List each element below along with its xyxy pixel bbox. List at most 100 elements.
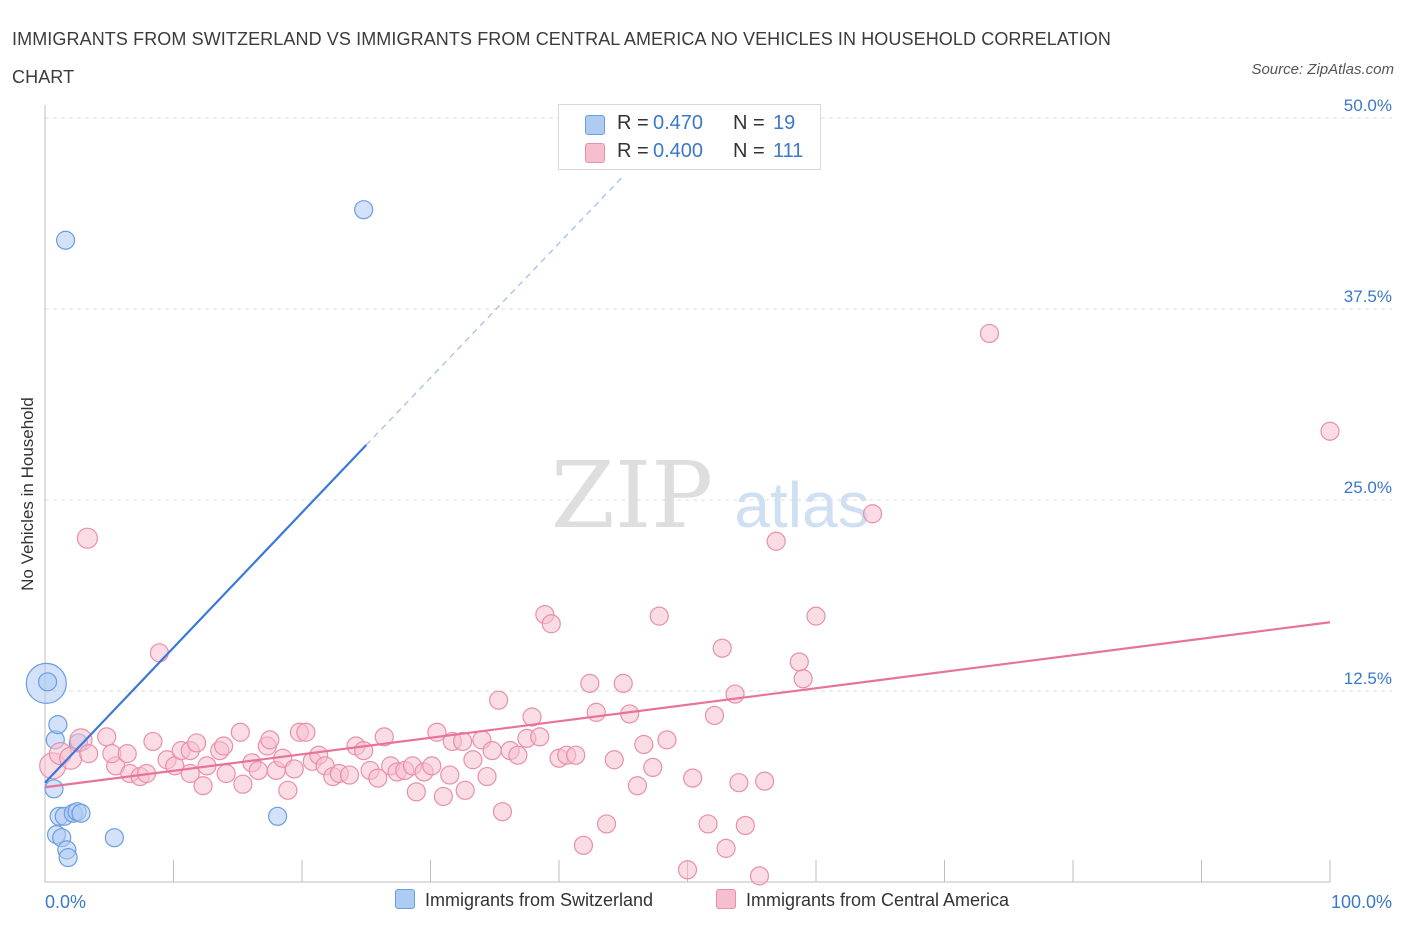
point-central-america <box>149 643 169 663</box>
point-switzerland <box>48 715 68 735</box>
watermark-atlas: atlas <box>734 469 869 541</box>
point-central-america <box>712 638 732 658</box>
point-switzerland <box>267 806 288 826</box>
legend-r-value: 0.470 <box>653 112 704 134</box>
point-central-america <box>193 776 213 796</box>
point-central-america <box>374 727 394 747</box>
point-central-america <box>453 731 473 752</box>
legend-label: Immigrants from Central America <box>746 890 1010 910</box>
point-central-america <box>586 702 606 722</box>
axes <box>44 105 1331 883</box>
point-central-america <box>1320 421 1340 441</box>
legend-label: Immigrants from Switzerland <box>425 890 654 910</box>
point-switzerland <box>104 828 124 848</box>
point-central-america <box>604 750 624 770</box>
grid <box>45 117 1392 692</box>
point-central-america <box>482 740 502 761</box>
point-switzerland <box>58 847 78 868</box>
point-switzerland <box>44 779 64 799</box>
y-tick-label: 50.0% <box>1344 96 1392 115</box>
legend-swatch <box>716 889 736 909</box>
data-points <box>25 200 1340 886</box>
point-central-america <box>455 780 475 800</box>
point-central-america <box>735 815 755 836</box>
point-switzerland <box>71 803 91 823</box>
stats-legend: R = 0.470 N = 19 R = 0.400 N = 111 <box>558 104 821 170</box>
point-central-america <box>704 705 725 726</box>
point-central-america <box>793 669 813 689</box>
trend-line-central-america <box>44 621 1331 789</box>
legend-swatch <box>395 889 415 909</box>
point-central-america <box>698 814 718 834</box>
point-central-america <box>406 782 426 802</box>
trend-lines <box>44 175 1331 789</box>
point-central-america <box>729 773 749 793</box>
point-central-america <box>677 860 698 880</box>
y-tick-label: 12.5% <box>1344 669 1392 688</box>
point-central-america <box>422 756 442 776</box>
point-central-america <box>433 786 453 807</box>
legend-item-central-america: Immigrants from Central America <box>716 889 1009 911</box>
point-central-america <box>492 802 513 822</box>
point-central-america <box>143 731 163 752</box>
point-central-america <box>522 707 542 727</box>
point-central-america <box>766 531 786 551</box>
point-central-america <box>260 730 280 750</box>
point-central-america <box>806 606 826 626</box>
legend-r-value: 0.400 <box>653 140 704 162</box>
point-central-america <box>489 690 509 710</box>
point-central-america <box>79 744 99 764</box>
point-central-america <box>187 733 207 753</box>
point-central-america <box>541 614 561 634</box>
point-central-america <box>649 606 669 626</box>
point-central-america <box>862 504 883 524</box>
point-central-america <box>463 750 483 770</box>
point-central-america <box>613 673 633 693</box>
point-central-america <box>634 734 654 755</box>
point-central-america <box>683 768 703 788</box>
point-central-america <box>117 744 137 764</box>
point-central-america <box>214 736 234 756</box>
source-label: Source: ZipAtlas.com <box>1251 61 1394 78</box>
point-switzerland <box>354 200 374 220</box>
trend-extension-switzerland <box>365 175 624 446</box>
point-central-america <box>979 323 1000 344</box>
point-central-america <box>368 768 388 788</box>
tick-labels: 12.5% 25.0% 37.5% 50.0% 0.0% 100.0% <box>45 96 1392 912</box>
legend-r-label: R = <box>617 140 649 162</box>
point-central-america <box>278 780 298 800</box>
point-central-america <box>596 814 617 834</box>
legend-n-value: 111 <box>773 140 804 162</box>
point-central-america <box>440 765 460 785</box>
legend-swatch-switzerland <box>585 115 605 135</box>
point-central-america <box>477 766 497 787</box>
point-central-america <box>657 730 677 750</box>
point-central-america <box>627 776 647 796</box>
point-central-america <box>296 722 316 742</box>
point-central-america <box>230 722 250 742</box>
legend-n-label: N = <box>733 140 765 162</box>
y-tick-label: 25.0% <box>1344 478 1392 497</box>
point-switzerland <box>55 230 76 250</box>
point-central-america <box>216 763 236 784</box>
point-central-america <box>97 727 117 747</box>
point-central-america <box>76 527 99 549</box>
point-central-america <box>339 765 360 785</box>
point-central-america <box>580 673 600 693</box>
watermark: ZIP atlas <box>551 442 870 549</box>
legend-n-value: 19 <box>773 112 796 134</box>
point-central-america <box>354 740 374 761</box>
legend-n-label: N = <box>733 112 765 134</box>
point-central-america <box>566 745 586 765</box>
watermark-zip: ZIP <box>551 442 713 549</box>
trend-line-switzerland <box>44 444 368 784</box>
legend-swatch-central-america <box>585 143 605 163</box>
y-tick-label: 37.5% <box>1344 287 1392 306</box>
point-central-america <box>530 727 550 747</box>
point-central-america <box>284 759 304 779</box>
legend-r-label: R = <box>617 112 649 134</box>
point-central-america <box>573 835 594 855</box>
point-central-america <box>749 866 770 886</box>
x-tick-label: 100.0% <box>1331 892 1392 912</box>
